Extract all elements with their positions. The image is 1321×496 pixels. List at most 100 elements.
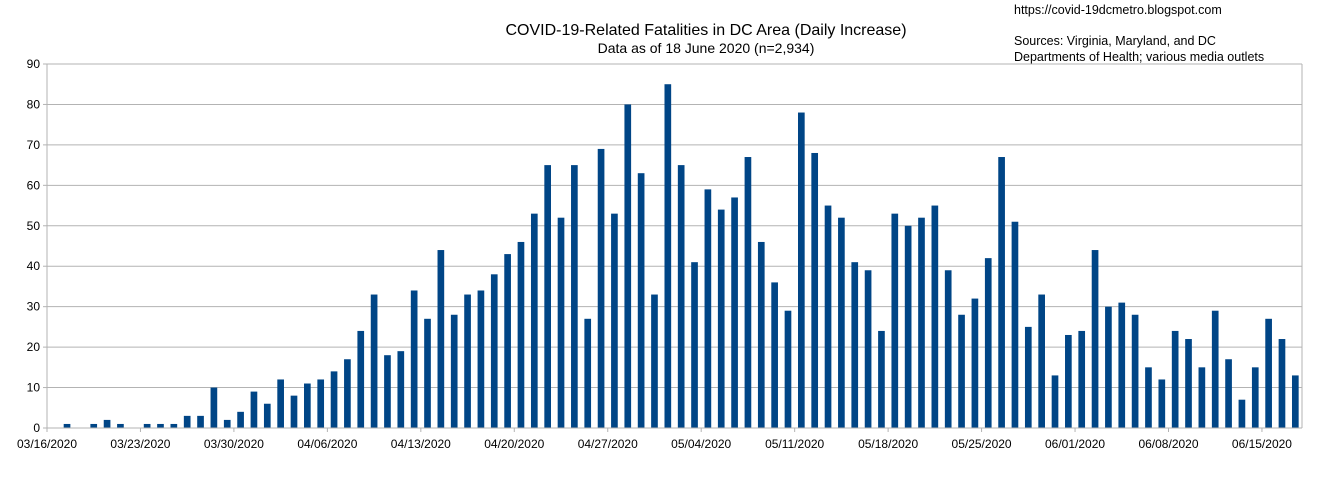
- bar-day-52: [731, 197, 738, 428]
- bar-day-81: [1118, 302, 1126, 428]
- y-axis-ticks: 0 10 20 30 40 50 60 70 80 90: [27, 57, 41, 435]
- bar-day-67: [931, 205, 939, 428]
- bar-day-23: [344, 359, 351, 428]
- bar-day-79: [1091, 250, 1099, 428]
- bar-day-64: [891, 213, 899, 428]
- bar-day-37: [530, 213, 538, 428]
- x-tick-label: 06/15/2020: [1232, 437, 1292, 451]
- bar-day-53: [744, 157, 752, 428]
- bar-day-29: [424, 318, 431, 428]
- bar-day-58: [811, 152, 819, 428]
- y-tick-label: 60: [27, 178, 41, 192]
- bar-day-63: [878, 330, 885, 428]
- bar-day-46: [651, 294, 658, 428]
- bar-day-17: [263, 403, 271, 428]
- y-tick-label: 80: [27, 97, 41, 111]
- bar-series: [63, 84, 1299, 429]
- bar-day-71: [984, 258, 992, 428]
- y-tick-label: 70: [27, 138, 41, 152]
- bar-day-65: [904, 225, 912, 428]
- bar-day-38: [544, 165, 552, 428]
- bar-day-43: [611, 213, 618, 428]
- bar-day-91: [1251, 367, 1259, 428]
- bar-day-19: [290, 395, 298, 428]
- bar-day-31: [450, 314, 458, 428]
- bar-day-49: [691, 262, 698, 428]
- bar-day-74: [1024, 326, 1032, 428]
- bar-day-48: [677, 165, 685, 428]
- bar-day-25: [370, 294, 378, 428]
- bar-day-80: [1105, 306, 1112, 428]
- y-tick-label: 90: [27, 57, 41, 71]
- bar-day-41: [584, 318, 592, 428]
- bar-day-16: [250, 391, 258, 428]
- bar-day-59: [824, 205, 832, 428]
- bar-day-2: [63, 423, 71, 428]
- bar-day-56: [784, 310, 792, 428]
- bar-day-93: [1278, 339, 1286, 428]
- bar-day-15: [237, 411, 244, 428]
- bar-day-40: [571, 165, 578, 428]
- bar-day-60: [838, 217, 845, 428]
- axes: [43, 63, 1302, 432]
- bar-day-42: [597, 148, 605, 428]
- bar-day-75: [1038, 294, 1045, 428]
- x-tick-label: 05/25/2020: [952, 437, 1012, 451]
- bar-day-6: [117, 423, 124, 428]
- bar-day-20: [304, 383, 311, 428]
- bar-day-82: [1131, 314, 1139, 428]
- bar-day-76: [1051, 375, 1059, 428]
- bar-day-12: [197, 415, 204, 428]
- bar-day-92: [1265, 318, 1272, 428]
- bar-day-32: [464, 294, 471, 428]
- y-tick-label: 50: [27, 219, 41, 233]
- bar-day-85: [1171, 330, 1179, 428]
- chart-title: COVID-19-Related Fatalities in DC Area (…: [505, 22, 907, 39]
- bar-day-47: [664, 84, 672, 428]
- x-tick-label: 03/23/2020: [110, 437, 170, 451]
- bar-day-73: [1011, 221, 1019, 428]
- bar-day-22: [330, 371, 338, 428]
- y-tick-label: 10: [27, 381, 41, 395]
- x-tick-label: 03/16/2020: [17, 437, 77, 451]
- bar-day-88: [1211, 310, 1219, 428]
- bar-day-27: [397, 351, 405, 428]
- y-tick-label: 0: [33, 421, 40, 435]
- x-tick-label: 05/18/2020: [858, 437, 918, 451]
- bar-day-77: [1065, 334, 1072, 428]
- bar-day-39: [557, 217, 565, 428]
- x-tick-label: 03/30/2020: [204, 437, 264, 451]
- bar-day-24: [357, 330, 365, 428]
- bar-day-9: [157, 423, 164, 428]
- bar-day-13: [210, 387, 218, 428]
- y-tick-label: 40: [27, 259, 41, 273]
- bar-day-35: [504, 254, 511, 428]
- bar-day-90: [1238, 399, 1246, 428]
- bar-day-8: [143, 423, 151, 428]
- source-url: https://covid-19dcmetro.blogspot.com: [1014, 3, 1222, 17]
- bar-day-45: [637, 173, 645, 428]
- bar-day-18: [277, 379, 284, 428]
- bar-day-62: [864, 270, 872, 428]
- x-tick-label: 04/13/2020: [391, 437, 451, 451]
- chart-subtitle: Data as of 18 June 2020 (n=2,934): [597, 40, 815, 56]
- bar-day-30: [437, 250, 445, 428]
- x-tick-label: 04/27/2020: [578, 437, 638, 451]
- bar-day-83: [1145, 367, 1152, 428]
- x-tick-label: 04/20/2020: [484, 437, 544, 451]
- bar-day-33: [477, 290, 485, 428]
- x-tick-label: 05/04/2020: [671, 437, 731, 451]
- bar-day-84: [1158, 379, 1166, 428]
- bar-day-69: [958, 314, 965, 428]
- bar-day-21: [317, 379, 325, 428]
- x-tick-label: 06/08/2020: [1138, 437, 1198, 451]
- bar-day-11: [183, 415, 191, 428]
- x-tick-label: 04/06/2020: [297, 437, 357, 451]
- bar-day-54: [757, 241, 765, 428]
- bar-day-44: [624, 104, 632, 428]
- sources-line-1: Sources: Virginia, Maryland, and DC: [1014, 34, 1216, 48]
- bar-day-36: [517, 241, 525, 428]
- bar-day-34: [490, 274, 498, 428]
- bar-day-61: [851, 262, 859, 428]
